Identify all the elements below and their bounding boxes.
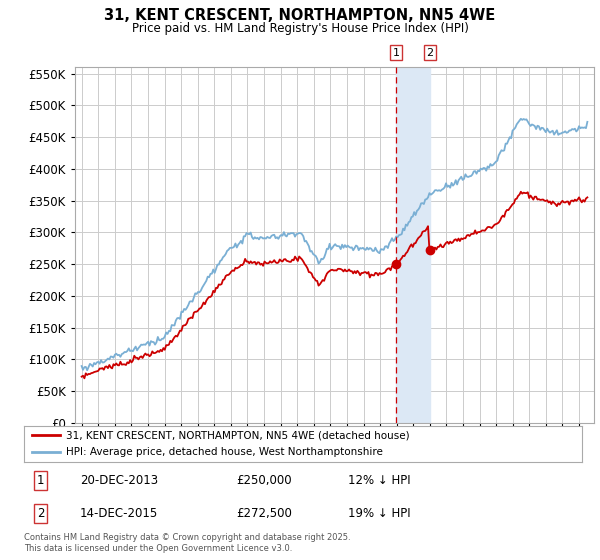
Text: Contains HM Land Registry data © Crown copyright and database right 2025.
This d: Contains HM Land Registry data © Crown c… (24, 533, 350, 553)
Text: HPI: Average price, detached house, West Northamptonshire: HPI: Average price, detached house, West… (66, 447, 383, 457)
Text: 19% ↓ HPI: 19% ↓ HPI (347, 507, 410, 520)
Text: 2: 2 (37, 507, 44, 520)
Text: 1: 1 (37, 474, 44, 487)
Text: £250,000: £250,000 (236, 474, 292, 487)
Text: £272,500: £272,500 (236, 507, 292, 520)
Text: Price paid vs. HM Land Registry's House Price Index (HPI): Price paid vs. HM Land Registry's House … (131, 22, 469, 35)
Text: 2: 2 (426, 48, 433, 58)
Text: 1: 1 (392, 48, 400, 58)
Text: 12% ↓ HPI: 12% ↓ HPI (347, 474, 410, 487)
Text: 31, KENT CRESCENT, NORTHAMPTON, NN5 4WE (detached house): 31, KENT CRESCENT, NORTHAMPTON, NN5 4WE … (66, 431, 409, 440)
Text: 14-DEC-2015: 14-DEC-2015 (80, 507, 158, 520)
Text: 31, KENT CRESCENT, NORTHAMPTON, NN5 4WE: 31, KENT CRESCENT, NORTHAMPTON, NN5 4WE (104, 8, 496, 24)
Text: 20-DEC-2013: 20-DEC-2013 (80, 474, 158, 487)
Bar (396, 67, 430, 423)
